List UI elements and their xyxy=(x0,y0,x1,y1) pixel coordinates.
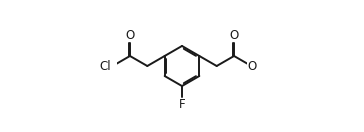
Text: O: O xyxy=(125,29,135,42)
Text: O: O xyxy=(248,60,257,72)
Text: O: O xyxy=(229,29,239,42)
Text: F: F xyxy=(179,98,185,111)
Text: Cl: Cl xyxy=(99,60,111,72)
